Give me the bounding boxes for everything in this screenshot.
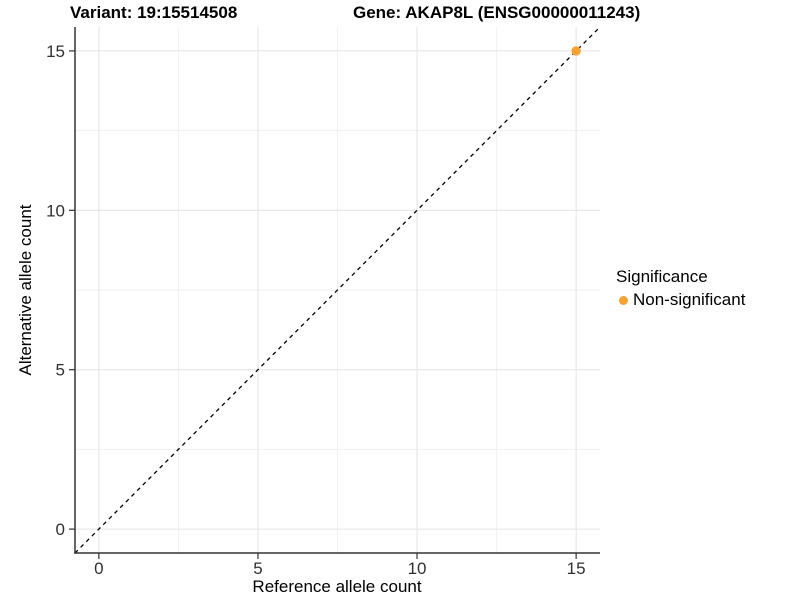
data-point [571, 46, 581, 56]
x-tick-label: 0 [94, 559, 103, 578]
legend-point-icon [619, 295, 628, 305]
legend: Significance Non-significant [616, 267, 745, 310]
y-tick-label: 0 [56, 520, 65, 539]
plot-title-gene: Gene: AKAP8L (ENSG00000011243) [353, 3, 641, 22]
y-axis-title: Alternative allele count [16, 204, 35, 376]
legend-item-label: Non-significant [633, 290, 746, 309]
x-axis-title: Reference allele count [252, 577, 422, 596]
plot-title-variant: Variant: 19:15514508 [70, 3, 238, 22]
legend-item-non-significant: Non-significant [616, 290, 745, 310]
y-tick-label: 5 [56, 361, 65, 380]
identity-dashed-line [74, 26, 601, 554]
x-tick-label: 5 [253, 559, 262, 578]
x-tick-label: 10 [408, 559, 427, 578]
legend-title: Significance [616, 267, 708, 286]
y-tick-label: 15 [46, 42, 65, 61]
x-tick-label: 15 [567, 559, 586, 578]
y-tick-label: 10 [46, 201, 65, 220]
